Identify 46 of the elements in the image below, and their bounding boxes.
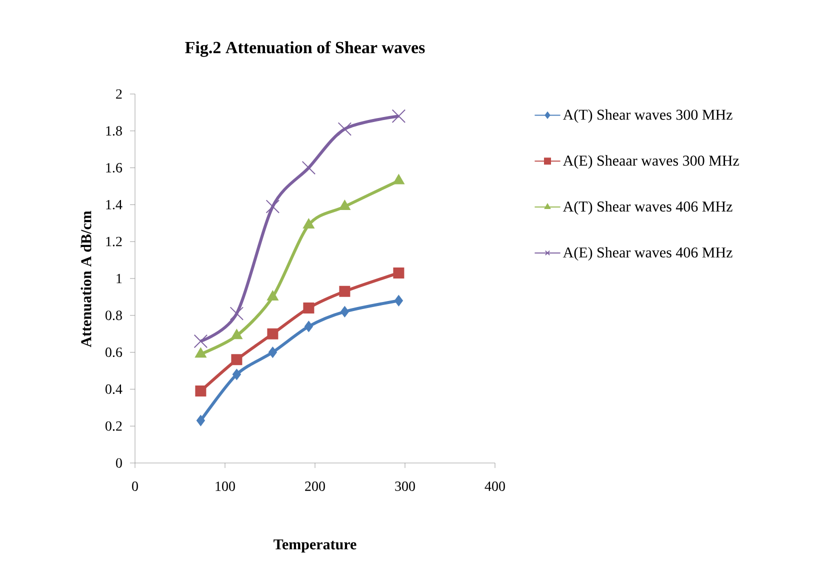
y-tick-label: 0.4 bbox=[106, 384, 122, 394]
x-tick-label: 300 bbox=[395, 482, 415, 491]
y-tick-label: 2 bbox=[116, 89, 122, 99]
point bbox=[231, 329, 242, 340]
point bbox=[338, 122, 352, 136]
point bbox=[393, 174, 404, 184]
chart-title: Fig.2 Attenuation of Shear waves bbox=[185, 41, 425, 57]
point bbox=[195, 386, 206, 397]
point bbox=[267, 290, 278, 300]
x-axis-title: Temperature bbox=[274, 539, 356, 552]
x-tick-label: 200 bbox=[305, 482, 325, 491]
point bbox=[303, 302, 314, 314]
point bbox=[230, 306, 244, 320]
x-tick-label: 0 bbox=[132, 482, 138, 491]
y-tick-label: 0.2 bbox=[106, 421, 122, 431]
point bbox=[393, 267, 404, 278]
point bbox=[232, 368, 241, 380]
x-tick-label: 400 bbox=[484, 482, 505, 491]
point bbox=[194, 334, 208, 348]
point bbox=[268, 346, 277, 358]
legend-label: A(T) Shear waves 300 MHz bbox=[562, 109, 732, 123]
point bbox=[339, 286, 350, 297]
point bbox=[340, 306, 349, 318]
point bbox=[394, 295, 403, 306]
legend-label: A(E) Shear waves 406 MHz bbox=[562, 246, 732, 261]
legend-label: A(T) Shear waves 406 MHz bbox=[562, 201, 732, 215]
y-tick-label: 0.6 bbox=[106, 348, 122, 358]
point bbox=[392, 109, 406, 123]
point bbox=[267, 328, 278, 340]
point bbox=[304, 320, 313, 332]
legend-label: A(E) Sheaar waves 300 MHz bbox=[562, 155, 739, 169]
y-tick-label: 1 bbox=[116, 274, 122, 284]
point bbox=[231, 354, 242, 366]
y-tick-label: 0 bbox=[116, 458, 122, 468]
y-tick-label: 1.4 bbox=[106, 200, 122, 210]
point bbox=[303, 218, 314, 228]
y-tick-label: 1.2 bbox=[106, 236, 122, 246]
y-tick-label: 1.8 bbox=[106, 126, 122, 136]
y-tick-label: 1.6 bbox=[106, 163, 122, 173]
point bbox=[195, 348, 206, 358]
point bbox=[339, 200, 350, 210]
y-tick-label: 0.8 bbox=[106, 310, 122, 320]
point bbox=[266, 200, 280, 214]
point bbox=[196, 415, 205, 426]
y-axis-title: Attenuation A dB/cm bbox=[80, 210, 92, 348]
x-tick-label: 100 bbox=[216, 482, 235, 491]
